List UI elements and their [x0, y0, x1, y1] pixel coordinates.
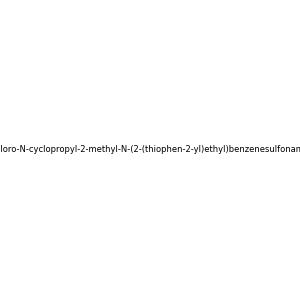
Text: 3-chloro-N-cyclopropyl-2-methyl-N-(2-(thiophen-2-yl)ethyl)benzenesulfonamide: 3-chloro-N-cyclopropyl-2-methyl-N-(2-(th… — [0, 146, 300, 154]
